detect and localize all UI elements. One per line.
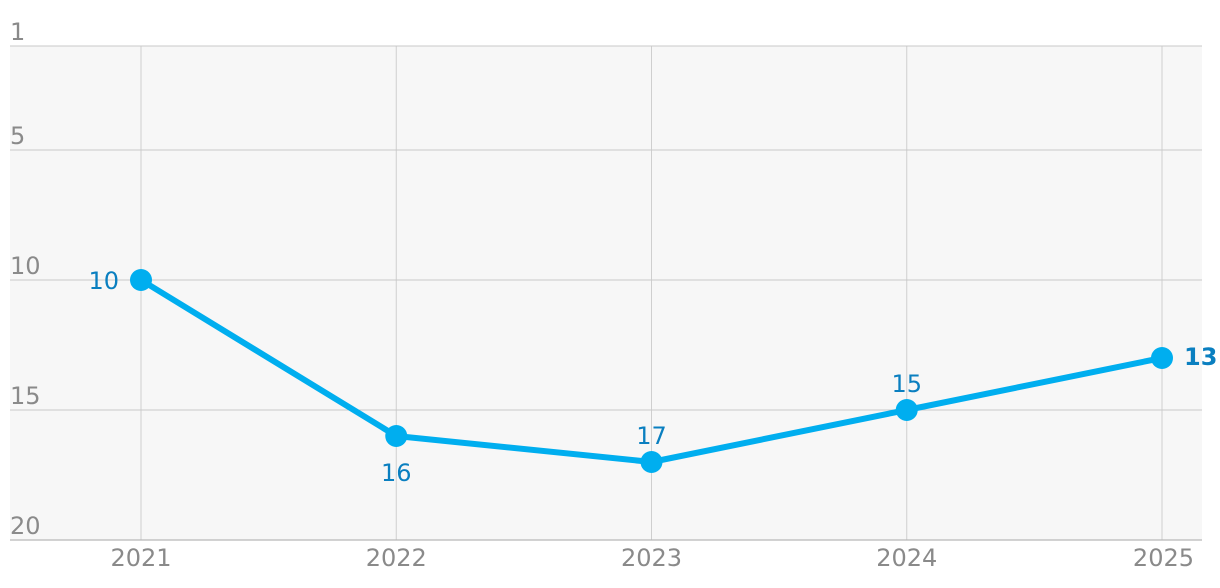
x-tick-label-2024: 2024 [876, 544, 937, 572]
series-layer [130, 269, 1173, 473]
x-tick-label-2025: 2025 [1133, 544, 1194, 572]
y-tick-label-10: 10 [10, 252, 41, 280]
y-tick-label-1: 1 [10, 18, 25, 46]
plot-area [10, 46, 1202, 540]
data-label-2021: 10 [88, 267, 119, 295]
data-point-2022 [385, 425, 408, 447]
data-point-2021 [130, 269, 152, 291]
vertical-gridlines [140, 46, 1163, 540]
data-point-2023 [640, 451, 663, 473]
x-axis-tick-labels: 2021 2022 2023 2024 2025 [110, 544, 1194, 572]
data-point-2024 [895, 399, 918, 421]
x-tick-label-2022: 2022 [366, 544, 427, 572]
data-point-2025 [1151, 347, 1173, 369]
data-label-2025: 13 [1184, 343, 1217, 371]
horizontal-gridlines [10, 45, 1202, 541]
y-tick-label-5: 5 [10, 122, 25, 150]
y-tick-label-15: 15 [10, 382, 41, 410]
data-label-2023: 17 [636, 422, 667, 450]
data-labels: 10 16 17 15 13 [88, 267, 1217, 487]
data-label-2024: 15 [891, 370, 922, 398]
data-label-2022: 16 [381, 459, 412, 487]
y-tick-label-20: 20 [10, 512, 41, 540]
x-tick-label-2023: 2023 [621, 544, 682, 572]
x-tick-label-2021: 2021 [110, 544, 171, 572]
